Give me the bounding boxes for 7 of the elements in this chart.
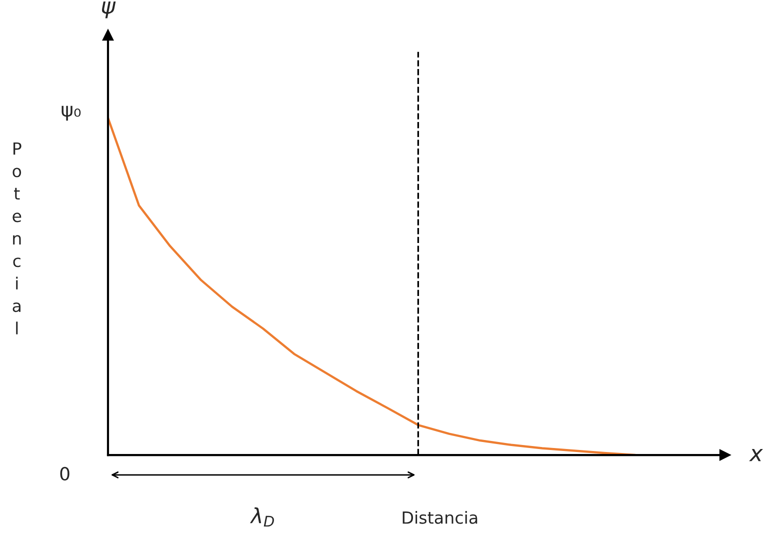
text: λ$_{D}$ [250,507,274,527]
text: 0 [60,466,70,480]
text: Potencial [12,142,22,334]
text: x [749,449,763,462]
text: ψ [102,1,116,18]
text: ψ₀ [62,106,81,121]
x-axis-title: Distancia [402,511,478,524]
